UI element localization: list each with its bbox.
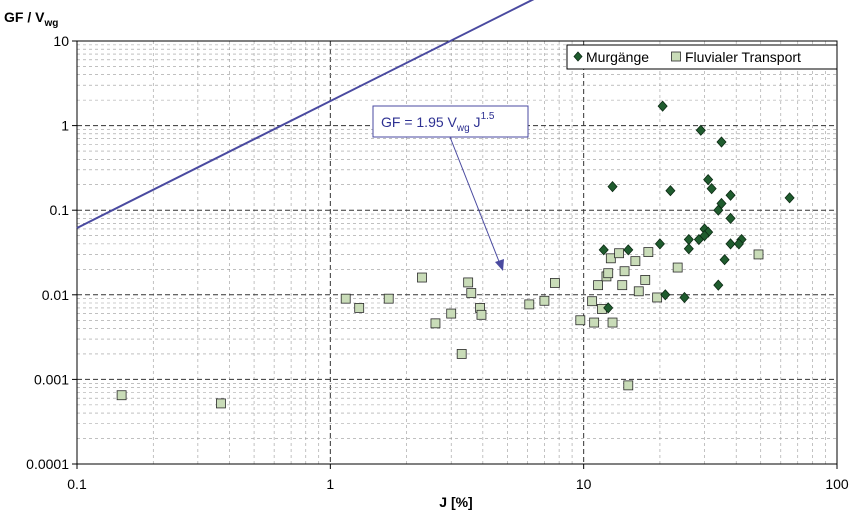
annotation-text: GF = 1.95 Vwg J1.5	[381, 111, 495, 134]
fluvial-point	[672, 262, 683, 273]
murgaenge-point	[725, 189, 736, 201]
fluvial-point	[617, 280, 628, 291]
murgaenge-point	[733, 238, 744, 250]
legend-label-fluvial: Fluvialer Transport	[685, 49, 801, 65]
x-tick-label: 10	[576, 476, 592, 492]
y-axis-title-sub: wg	[43, 18, 58, 29]
murgaenge-point	[719, 254, 730, 266]
y-tick-label: 1	[61, 118, 69, 134]
x-tick-label: 0.1	[67, 476, 87, 492]
murgaenge-point	[603, 302, 614, 314]
fluvial-point	[593, 280, 603, 291]
annotation-box	[372, 105, 529, 138]
fluvial-point	[753, 249, 764, 260]
fluvial-point	[550, 278, 560, 288]
fluvial-point	[417, 272, 427, 283]
fluvial-point	[539, 295, 550, 306]
murgaenge-point	[713, 279, 724, 291]
x-tick-labels: 0.1 1 10 100	[67, 476, 849, 492]
legend-marker-diamond	[573, 51, 583, 62]
murgaenge-point	[703, 173, 714, 186]
fluvial-point	[340, 293, 351, 304]
x-axis-title: J [%]	[439, 494, 472, 510]
murgaenge-point	[699, 230, 710, 242]
y-tick-label: 0.001	[34, 371, 69, 387]
annotation-text-sup: 1.5	[481, 111, 495, 122]
fluvial-point	[383, 293, 394, 304]
fluvial-point	[587, 296, 598, 307]
fluvial-point	[463, 277, 474, 288]
fluvial-point	[652, 292, 663, 303]
legend-marker-square	[671, 51, 681, 62]
legend-item-fluvial: Fluvialer Transport	[671, 49, 801, 65]
legend-item-murgaenge: Murgänge	[573, 49, 649, 65]
murgaenge-point	[716, 136, 727, 148]
fluvial-point	[640, 275, 651, 285]
fluvial-point	[623, 380, 634, 391]
fluvial-point	[603, 268, 614, 279]
murgaenge-point	[725, 212, 736, 224]
annotation-text-sub: wg	[456, 123, 470, 134]
fluvial-point	[216, 398, 226, 409]
fluvial-point	[589, 317, 600, 328]
murgaenge-point	[713, 204, 724, 216]
murgaenge-point	[725, 238, 736, 250]
fluvial-point	[643, 247, 654, 257]
murgaenge-point	[665, 185, 676, 197]
fluvial-point	[430, 318, 441, 329]
fluvial-point	[575, 315, 586, 326]
grid-lines	[77, 41, 837, 464]
murgaenge-point	[654, 238, 665, 250]
fluvial-point	[116, 390, 127, 401]
y-tick-labels: 0.0001 0.001 0.01 0.1 1 10	[26, 33, 69, 472]
murgaenge-point	[706, 183, 717, 195]
axis-ticks	[72, 40, 838, 469]
murgaenge-point	[695, 124, 706, 136]
fluvial-point	[605, 253, 616, 264]
fluvial-point	[466, 288, 477, 298]
fluvial-point	[456, 349, 467, 359]
fluvial-point	[524, 299, 535, 310]
annotation-arrow-head	[495, 259, 504, 271]
legend-label-murgaenge: Murgänge	[586, 49, 649, 65]
trend-annotation: GF = 1.95 Vwg J1.5	[372, 105, 529, 271]
legend: Murgänge Fluvialer Transport	[566, 44, 838, 70]
murgaenge-point	[683, 233, 694, 246]
trend-line	[76, 0, 535, 229]
y-tick-label: 0.1	[50, 202, 70, 218]
fluvial-point	[633, 286, 644, 297]
fluvial-point	[354, 303, 365, 313]
murgaenge-point	[683, 243, 694, 255]
x-tick-label: 100	[825, 476, 849, 492]
y-axis-title: GF / Vwg	[4, 9, 58, 29]
fluvial-point	[446, 308, 457, 319]
murgaenge-point	[598, 244, 609, 256]
x-tick-label: 1	[326, 476, 334, 492]
annotation-text-mid: J	[470, 114, 481, 130]
murgaenge-point	[784, 192, 795, 204]
series-murgaenge-points	[598, 100, 795, 314]
murgaenge-point	[623, 244, 634, 256]
y-tick-label: 0.0001	[26, 456, 69, 472]
annotation-text-main: GF = 1.95 V	[381, 114, 458, 130]
fluvial-point	[614, 248, 625, 259]
fluvial-point	[619, 266, 630, 277]
fluvial-point	[607, 317, 618, 328]
y-tick-label: 0.01	[42, 287, 69, 303]
murgaenge-point	[679, 291, 690, 304]
fluvial-point	[476, 309, 487, 320]
plot-frame	[76, 40, 838, 465]
murgaenge-point	[607, 181, 618, 193]
y-tick-label: 10	[53, 33, 69, 49]
fluvial-point	[630, 256, 641, 267]
series-fluvial-points	[116, 247, 764, 409]
murgaenge-point	[657, 100, 668, 112]
annotation-arrow-line	[449, 136, 501, 265]
murgaenge-point	[660, 289, 671, 301]
legend-box	[566, 44, 838, 70]
y-axis-title-main: GF / V	[4, 9, 45, 25]
